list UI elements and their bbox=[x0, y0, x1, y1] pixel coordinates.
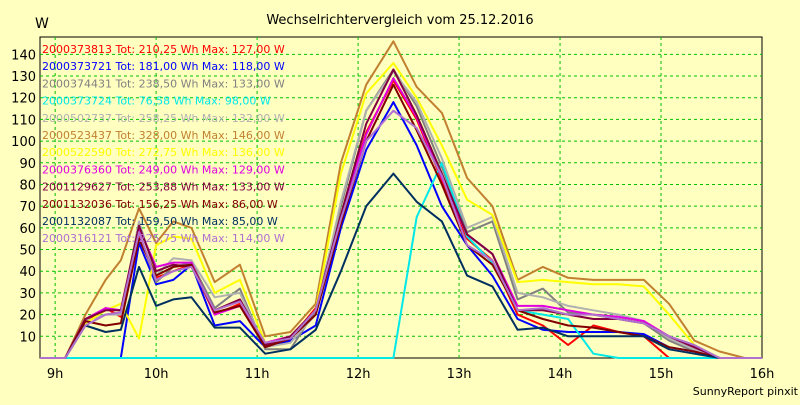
legend-entry-2: 2000373721 Tot: 181,00 Wh Max: 118,00 W bbox=[42, 60, 285, 73]
credit-label: SunnyReport pinxit bbox=[693, 385, 799, 398]
x-tick-label: 13h bbox=[447, 367, 472, 382]
y-tick-label: 70 bbox=[19, 200, 36, 215]
y-tick-label: 120 bbox=[11, 92, 36, 107]
x-tick-label: 15h bbox=[649, 367, 674, 382]
x-tick-label: 10h bbox=[144, 367, 169, 382]
y-tick-label: 110 bbox=[11, 113, 36, 128]
legend-entry-9: 2001129627 Tot: 253,88 Wh Max: 133,00 W bbox=[42, 181, 285, 194]
y-tick-label: 130 bbox=[11, 70, 36, 85]
y-tick-label: 50 bbox=[19, 244, 36, 259]
y-tick-label: 140 bbox=[11, 48, 36, 63]
series-line-4 bbox=[40, 161, 762, 359]
legend-entry-4: 2000373724 Tot: 76,58 Wh Max: 98,00 W bbox=[42, 95, 271, 108]
legend-entry-5: 2000502737 Tot: 258,25 Wh Max: 132,00 W bbox=[42, 112, 285, 125]
legend-entry-7: 2000522590 Tot: 272,75 Wh Max: 136,00 W bbox=[42, 146, 285, 159]
y-tick-label: 30 bbox=[19, 287, 36, 302]
legend-entry-3: 2000374431 Tot: 238,50 Wh Max: 133,00 W bbox=[42, 77, 285, 90]
y-tick-label: 100 bbox=[11, 135, 36, 150]
legend-entry-6: 2000523437 Tot: 328,00 Wh Max: 146,00 W bbox=[42, 129, 285, 142]
y-tick-label: 90 bbox=[19, 157, 36, 172]
y-tick-label: 20 bbox=[19, 309, 36, 324]
x-tick-label: 11h bbox=[245, 367, 270, 382]
y-tick-label: 80 bbox=[19, 178, 36, 193]
series-line-12 bbox=[40, 109, 762, 359]
x-tick-label: 14h bbox=[548, 367, 573, 382]
y-tick-label: 40 bbox=[19, 265, 36, 280]
legend-entry-12: 2000316121 Tot: 225,75 Wh Max: 114,00 W bbox=[42, 232, 285, 245]
y-tick-label: 10 bbox=[19, 330, 36, 345]
x-tick-label: 16h bbox=[750, 367, 775, 382]
x-tick-label: 9h bbox=[47, 367, 64, 382]
legend-entry-10: 2001132036 Tot: 156,25 Wh Max: 86,00 W bbox=[42, 198, 278, 211]
legend-entry-1: 2000373813 Tot: 210,25 Wh Max: 127,00 W bbox=[42, 43, 285, 56]
y-tick-label: 60 bbox=[19, 222, 36, 237]
legend-entry-8: 2000376360 Tot: 249,00 Wh Max: 129,00 W bbox=[42, 163, 285, 176]
legend-entry-11: 2001132087 Tot: 159,50 Wh Max: 85,00 W bbox=[42, 215, 278, 228]
y-axis-label: W bbox=[35, 16, 49, 32]
x-tick-label: 12h bbox=[346, 367, 371, 382]
series-line-6 bbox=[40, 40, 762, 359]
series-line-11 bbox=[40, 172, 762, 359]
chart-title: Wechselrichtervergleich vom 25.12.2016 bbox=[266, 13, 533, 28]
series-line-7 bbox=[40, 62, 762, 359]
